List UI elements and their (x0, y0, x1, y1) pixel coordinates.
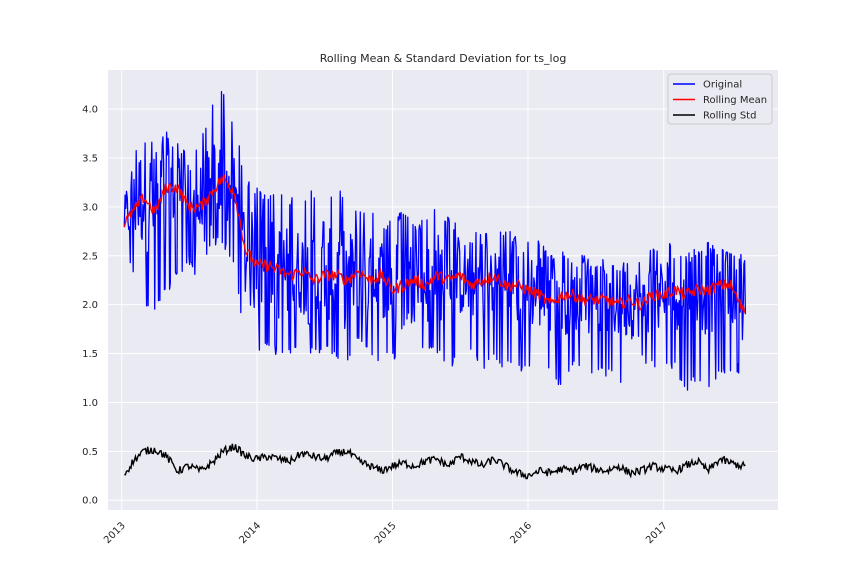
legend: Original Rolling Mean Rolling Std (668, 74, 772, 124)
x-tick-label: 2014 (237, 520, 263, 546)
legend-label-rolling-mean: Rolling Mean (703, 95, 767, 106)
legend-label-rolling-std: Rolling Std (703, 111, 756, 122)
x-tick-label: 2015 (373, 520, 399, 546)
y-tick-label: 4.0 (82, 105, 98, 116)
y-tick-label: 0.5 (82, 447, 98, 458)
y-axis: 0.0 0.5 1.0 1.5 2.0 2.5 3.0 3.5 4.0 (82, 105, 98, 507)
x-tick-label: 2017 (644, 520, 670, 546)
x-axis: 2013 2014 2015 2016 2017 (102, 520, 670, 546)
y-tick-label: 2.0 (82, 300, 98, 311)
y-tick-label: 2.5 (82, 251, 98, 262)
y-tick-label: 0.0 (82, 496, 98, 507)
legend-label-original: Original (703, 80, 742, 91)
chart-title: Rolling Mean & Standard Deviation for ts… (320, 52, 567, 65)
y-tick-label: 1.5 (82, 349, 98, 360)
y-tick-label: 3.0 (82, 202, 98, 213)
y-tick-label: 3.5 (82, 154, 98, 165)
x-tick-label: 2013 (102, 520, 128, 546)
y-tick-label: 1.0 (82, 398, 98, 409)
x-tick-label: 2016 (508, 520, 534, 546)
